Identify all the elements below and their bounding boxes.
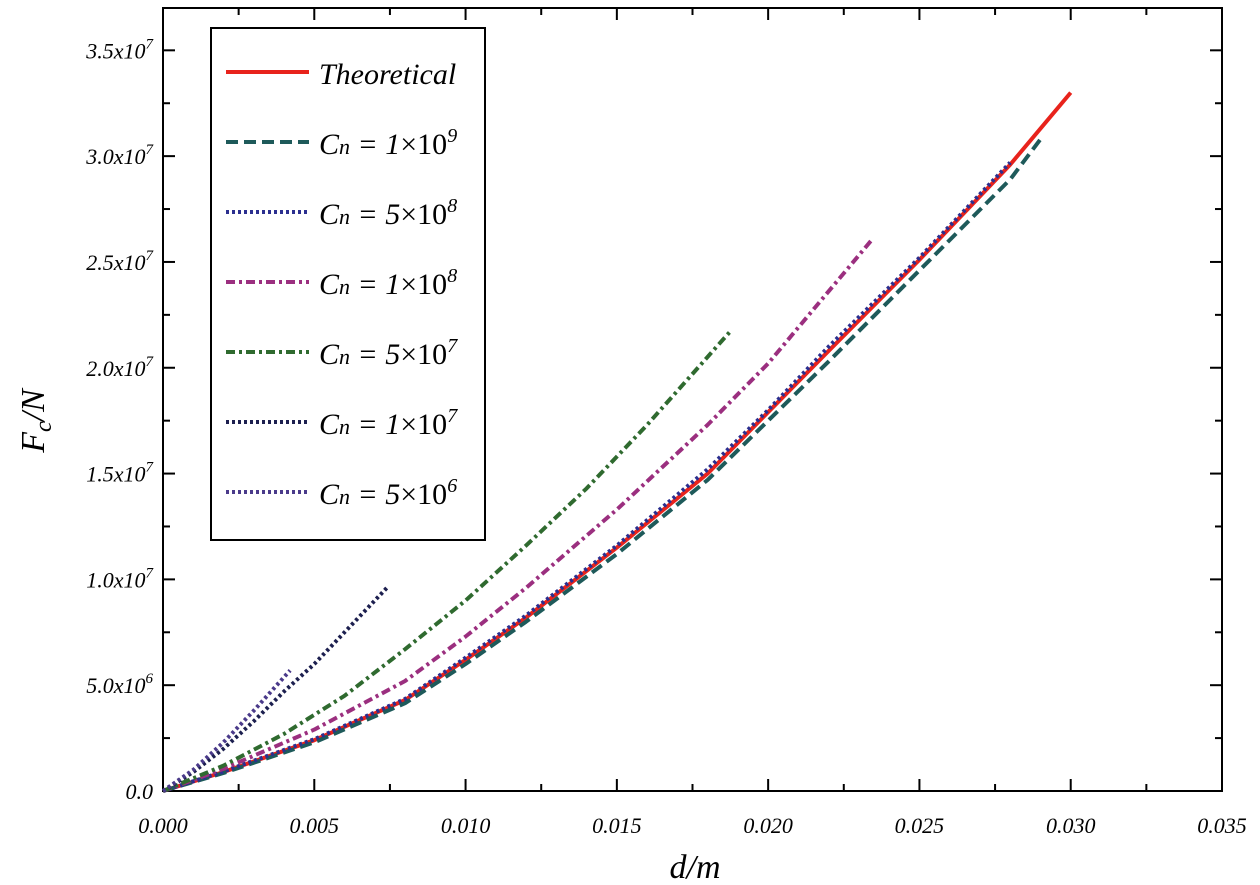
y-axis-title-sub: c [31, 421, 57, 432]
legend-label: Cn = 5×108 [319, 195, 457, 231]
y-tick-label: 1.0x107 [86, 565, 154, 592]
y-tick-label: 3.5x107 [85, 36, 154, 63]
series-line-5 [161, 586, 389, 793]
series-lines [161, 91, 1073, 793]
series-line-2 [162, 161, 1012, 793]
legend-label: Theoretical [319, 58, 456, 91]
y-tick-label: 0.0 [126, 779, 154, 804]
legend-label: Cn = 1×109 [319, 125, 457, 161]
x-tick-label: 0.000 [138, 813, 188, 838]
tick-labels: 0.000 0.005 0.010 0.015 0.020 0.025 0.030 0.035… [85, 36, 1247, 838]
x-tick-label: 0.005 [290, 813, 340, 838]
x-tick-label: 0.020 [743, 813, 793, 838]
y-axis-title: Fc/N [15, 387, 57, 454]
x-tick-label: 0.030 [1046, 813, 1096, 838]
y-tick-label: 3.0x107 [85, 142, 154, 169]
x-tick-label: 0.025 [895, 813, 945, 838]
legend-box [210, 27, 486, 541]
axis-ticks [162, 8, 1223, 792]
legend-label: Cn = 5×107 [319, 335, 458, 371]
x-tick-label: 0.010 [441, 813, 491, 838]
x-tick-label: 0.015 [592, 813, 642, 838]
legend: Theoretical Cn = 1×109 Cn = 5×108 Cn = 1×10… [210, 27, 486, 541]
series-line-6 [161, 669, 292, 793]
series-line-3 [162, 239, 873, 793]
y-tick-label: 5.0x106 [86, 671, 153, 698]
legend-label: Cn = 5×106 [319, 475, 457, 511]
y-axis-title-suffix: /N [15, 387, 52, 423]
y-tick-label: 2.5x107 [86, 248, 154, 275]
y-axis-title-main: F [15, 431, 52, 454]
y-tick-label: 1.5x107 [86, 460, 154, 487]
x-axis-title: d/m [670, 849, 721, 885]
legend-label: Cn = 1×107 [319, 405, 458, 441]
legend-label: Cn = 1×108 [319, 265, 457, 301]
x-tick-label: 0.035 [1197, 813, 1247, 838]
series-line-4 [162, 328, 734, 793]
y-tick-label: 2.0x107 [86, 354, 154, 381]
